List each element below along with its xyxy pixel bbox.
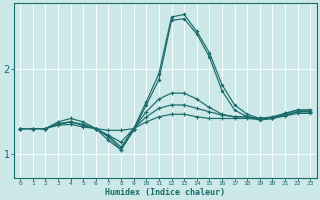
X-axis label: Humidex (Indice chaleur): Humidex (Indice chaleur) <box>105 188 225 197</box>
